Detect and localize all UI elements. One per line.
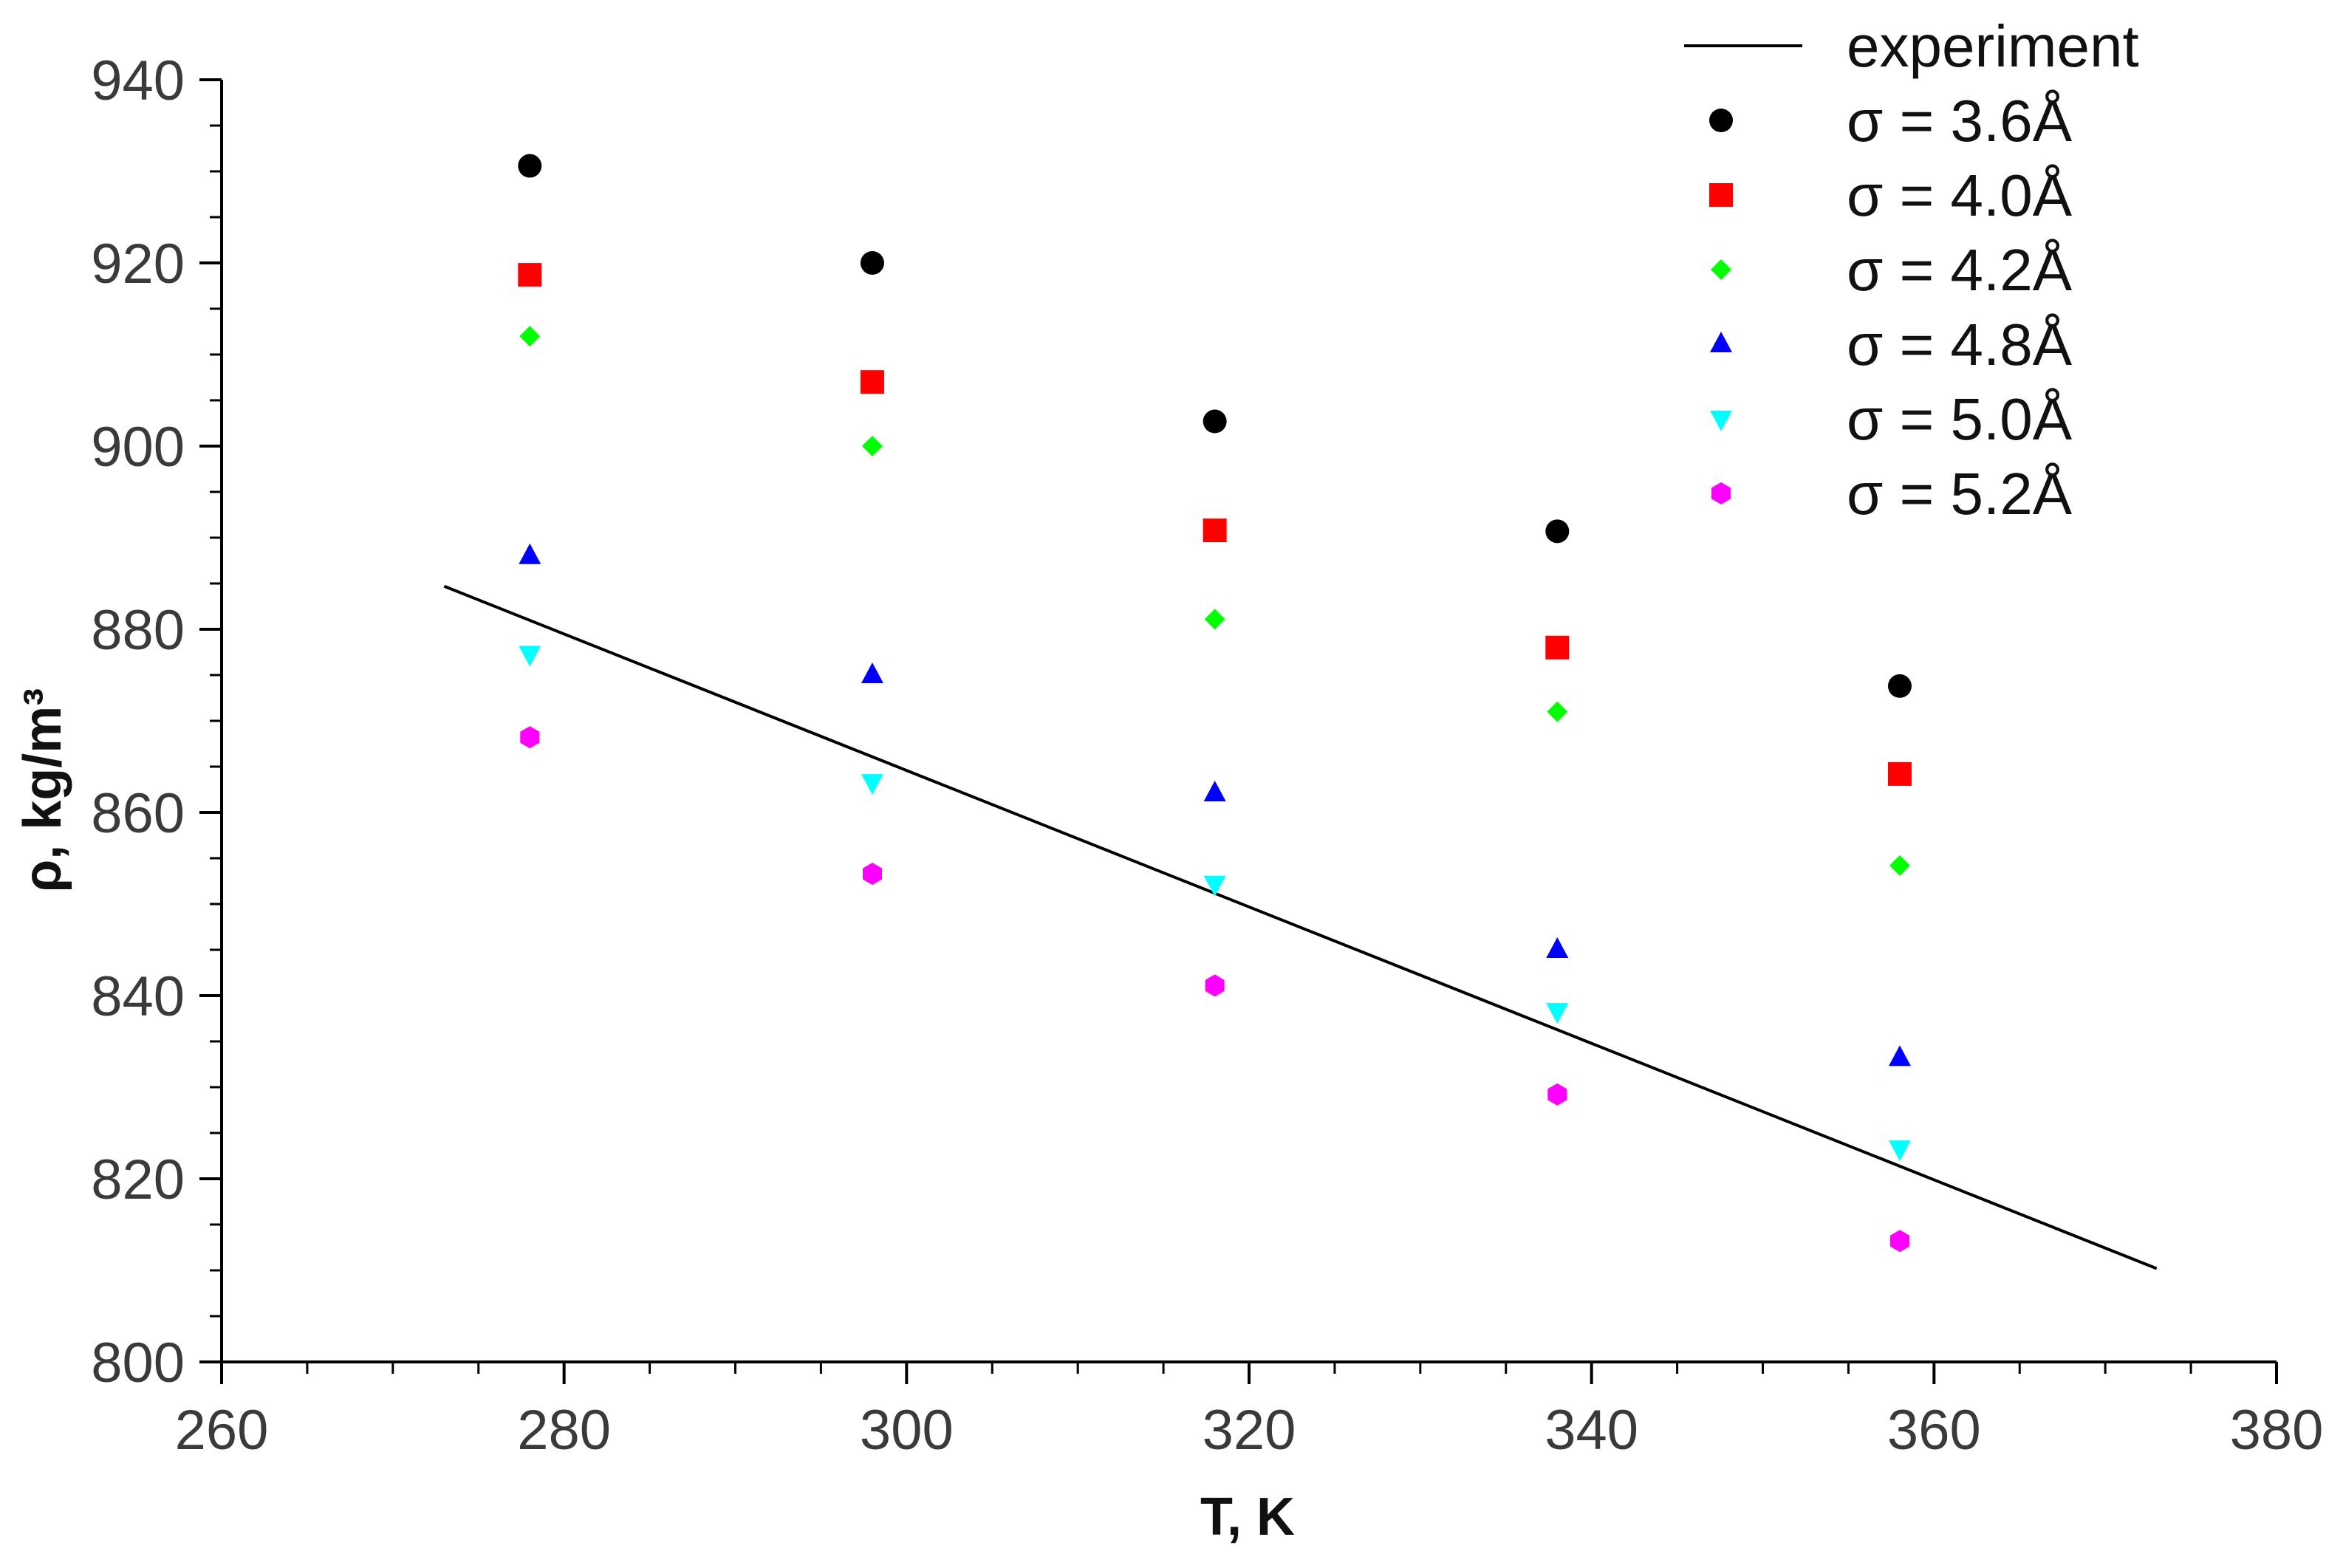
x-axis-title: T, K — [1200, 1487, 1295, 1547]
data-point-series-1 — [860, 251, 884, 275]
legend-label-series-1: σ = 3.6Å — [1847, 88, 2073, 154]
x-tick-label: 260 — [175, 1399, 269, 1462]
experiment-line — [443, 584, 2158, 1270]
axes: 260 280 300 320 340 360 380 800 820 840 860 880 900 9… — [91, 49, 2323, 1462]
data-point-series-4 — [1203, 780, 1226, 801]
legend-marker-series-3 — [1711, 259, 1731, 280]
x-tick-label: 280 — [517, 1399, 611, 1462]
data-point-series-4 — [1546, 937, 1569, 958]
legend-label-series-3: σ = 4.2Å — [1847, 237, 2073, 303]
legend-marker-series-5 — [1710, 411, 1732, 431]
legend-marker-series-1 — [1709, 109, 1733, 132]
data-points — [518, 154, 1912, 1253]
data-point-series-2 — [1887, 761, 1912, 786]
data-point-series-1 — [1887, 674, 1912, 698]
y-tick-label: 820 — [91, 1148, 185, 1211]
data-point-series-5 — [1546, 1003, 1569, 1024]
data-point-series-4 — [1888, 1045, 1911, 1067]
data-point-series-6 — [1205, 974, 1225, 997]
experiment-line-group — [443, 584, 2158, 1270]
data-point-series-4 — [519, 543, 541, 564]
data-point-series-3 — [1889, 855, 1910, 876]
data-point-series-6 — [520, 726, 540, 749]
legend-marker-series-2 — [1709, 183, 1733, 207]
y-tick-label: 840 — [91, 965, 185, 1028]
data-point-series-2 — [1203, 518, 1227, 543]
data-point-series-2 — [518, 263, 542, 287]
y-tick-label: 920 — [91, 233, 185, 295]
y-axis-title: ρ, kg/m³ — [13, 688, 72, 893]
data-point-series-5 — [1888, 1140, 1911, 1162]
data-point-series-6 — [863, 863, 882, 886]
x-tick-label: 360 — [1887, 1399, 1981, 1462]
data-point-series-3 — [1204, 609, 1225, 630]
data-point-series-5 — [1203, 875, 1226, 897]
legend-label-series-4: σ = 4.8Å — [1847, 312, 2073, 377]
data-point-series-3 — [861, 436, 883, 456]
data-point-series-6 — [1890, 1230, 1909, 1253]
data-point-series-4 — [861, 663, 883, 683]
data-point-series-1 — [518, 154, 542, 178]
data-point-series-5 — [519, 646, 541, 667]
y-tick-label: 940 — [91, 49, 185, 112]
x-tick-label: 340 — [1545, 1399, 1638, 1462]
y-tick-label: 880 — [91, 599, 185, 662]
legend-label-series-6: σ = 5.2Å — [1847, 461, 2073, 527]
data-point-series-2 — [1545, 635, 1570, 660]
data-point-series-5 — [861, 774, 883, 795]
legend: experiment σ = 3.6Å σ = 4.0Å σ = 4.2Å σ = 4.… — [1684, 13, 2139, 527]
legend-label-experiment: experiment — [1847, 13, 2139, 79]
y-tick-label: 800 — [91, 1332, 185, 1394]
legend-label-series-2: σ = 4.0Å — [1847, 162, 2073, 228]
x-tick-label: 300 — [860, 1399, 954, 1462]
legend-marker-series-4 — [1710, 332, 1732, 352]
y-tick-label: 860 — [91, 782, 185, 845]
data-point-series-1 — [1545, 519, 1570, 544]
data-point-series-3 — [519, 326, 541, 347]
data-point-series-2 — [860, 370, 884, 394]
x-tick-label: 320 — [1203, 1399, 1296, 1462]
data-point-series-6 — [1547, 1083, 1567, 1106]
data-point-series-3 — [1547, 701, 1568, 722]
legend-label-series-5: σ = 5.0Å — [1847, 386, 2073, 452]
y-tick-label: 900 — [91, 416, 185, 479]
x-tick-label: 380 — [2230, 1399, 2324, 1462]
legend-marker-series-6 — [1711, 482, 1731, 504]
data-point-series-1 — [1203, 409, 1227, 434]
